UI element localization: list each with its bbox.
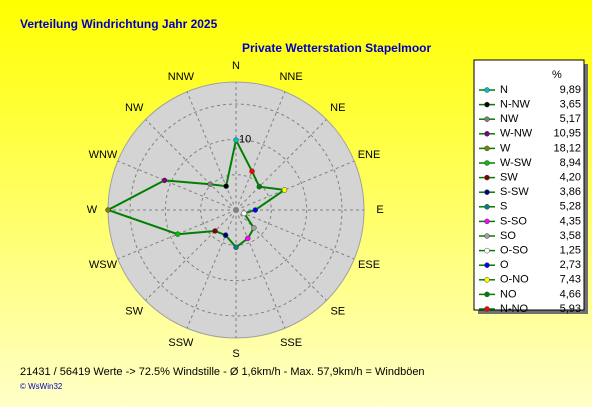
footer: 21431 / 56419 Werte -> 72.5% Windstille …	[20, 366, 425, 378]
direction-label: NE	[330, 102, 345, 114]
legend-value: 3,65	[560, 99, 581, 111]
legend-value: 4,66	[560, 288, 581, 300]
legend-value: 10,95	[553, 128, 581, 140]
wind-marker	[223, 183, 229, 189]
legend-marker	[484, 160, 490, 166]
direction-label: WSW	[89, 259, 118, 271]
legend-label: NO	[500, 288, 517, 300]
wind-marker	[249, 168, 255, 175]
legend-label: W	[500, 142, 511, 154]
wind-marker	[281, 187, 288, 193]
chart-subtitle: Private Wetterstation Stapelmoor	[242, 41, 431, 55]
legend-label: N	[500, 84, 508, 96]
legend-label: W-NW	[500, 128, 533, 140]
r-tick-label: 10	[239, 133, 251, 145]
legend-value: 5,17	[560, 113, 581, 125]
legend-marker	[484, 204, 490, 210]
direction-label: W	[87, 204, 98, 216]
legend-value: 4,20	[560, 172, 581, 184]
legend-marker	[484, 233, 490, 239]
wind-marker	[207, 181, 213, 187]
wind-marker	[233, 244, 239, 251]
legend-marker	[484, 218, 490, 225]
legend-label: S	[500, 201, 507, 213]
legend-marker	[484, 87, 490, 93]
legend-value: 18,12	[553, 142, 581, 154]
legend-marker	[484, 189, 490, 195]
legend-label: SW	[500, 172, 518, 184]
direction-label: SSE	[280, 337, 302, 349]
direction-label: S	[232, 348, 239, 360]
legend	[473, 59, 585, 311]
legend-label: O-NO	[500, 274, 529, 286]
wind-marker	[256, 183, 263, 190]
legend-marker	[484, 262, 490, 268]
direction-label: SSW	[168, 337, 194, 349]
wind-marker	[222, 232, 229, 238]
direction-label: SW	[125, 306, 143, 318]
legend-marker	[484, 277, 490, 283]
legend-label: NW	[500, 113, 519, 125]
legend-marker	[484, 247, 490, 254]
direction-label: NNW	[168, 71, 195, 83]
wind-marker	[245, 235, 251, 242]
legend-value: 1,25	[560, 245, 581, 257]
wind-marker	[105, 207, 111, 213]
chart-title: Verteilung Windrichtung Jahr 2025	[20, 17, 218, 31]
wind-marker	[241, 210, 247, 217]
wind-marker	[161, 177, 168, 184]
legend-label: S-SW	[500, 186, 529, 198]
legend-marker	[484, 291, 490, 298]
legend-label: O-SO	[500, 245, 529, 257]
grid-ring	[129, 103, 343, 317]
legend-header: %	[552, 69, 562, 81]
legend-marker	[484, 131, 490, 137]
direction-label: WNW	[89, 149, 118, 161]
direction-label: NNE	[279, 71, 302, 83]
legend-value: 3,58	[560, 230, 581, 242]
copyright: © WsWin32	[20, 382, 63, 391]
legend-label: W-SW	[500, 157, 532, 169]
legend-value: 9,89	[560, 84, 581, 96]
legend-value: 5,93	[560, 303, 581, 315]
legend-label: O	[500, 259, 509, 271]
direction-label: N	[232, 60, 240, 72]
legend-value: 8,94	[560, 157, 581, 169]
legend-value: 7,43	[560, 274, 581, 286]
legend-label: N-NW	[500, 99, 531, 111]
direction-label: E	[376, 204, 383, 216]
legend-value: 5,28	[560, 201, 581, 213]
legend-label: S-SO	[500, 215, 527, 227]
legend-marker	[484, 116, 490, 122]
wind-marker	[212, 228, 218, 234]
direction-label: ENE	[358, 149, 381, 161]
direction-label: ESE	[358, 259, 380, 271]
direction-label: NW	[125, 102, 144, 114]
wind-marker	[252, 207, 259, 213]
legend-marker	[484, 174, 490, 181]
legend-value: 2,73	[560, 259, 581, 271]
wind-marker	[251, 225, 257, 231]
legend-label: N-NO	[500, 303, 529, 315]
wind-marker	[174, 231, 181, 237]
wind-marker	[233, 137, 239, 143]
legend-marker	[484, 306, 490, 312]
legend-marker	[484, 145, 490, 152]
direction-label: SE	[330, 306, 345, 318]
legend-marker	[484, 101, 490, 108]
legend-label: SO	[500, 230, 516, 242]
legend-value: 3,86	[560, 186, 581, 198]
legend-value: 4,35	[560, 215, 581, 227]
